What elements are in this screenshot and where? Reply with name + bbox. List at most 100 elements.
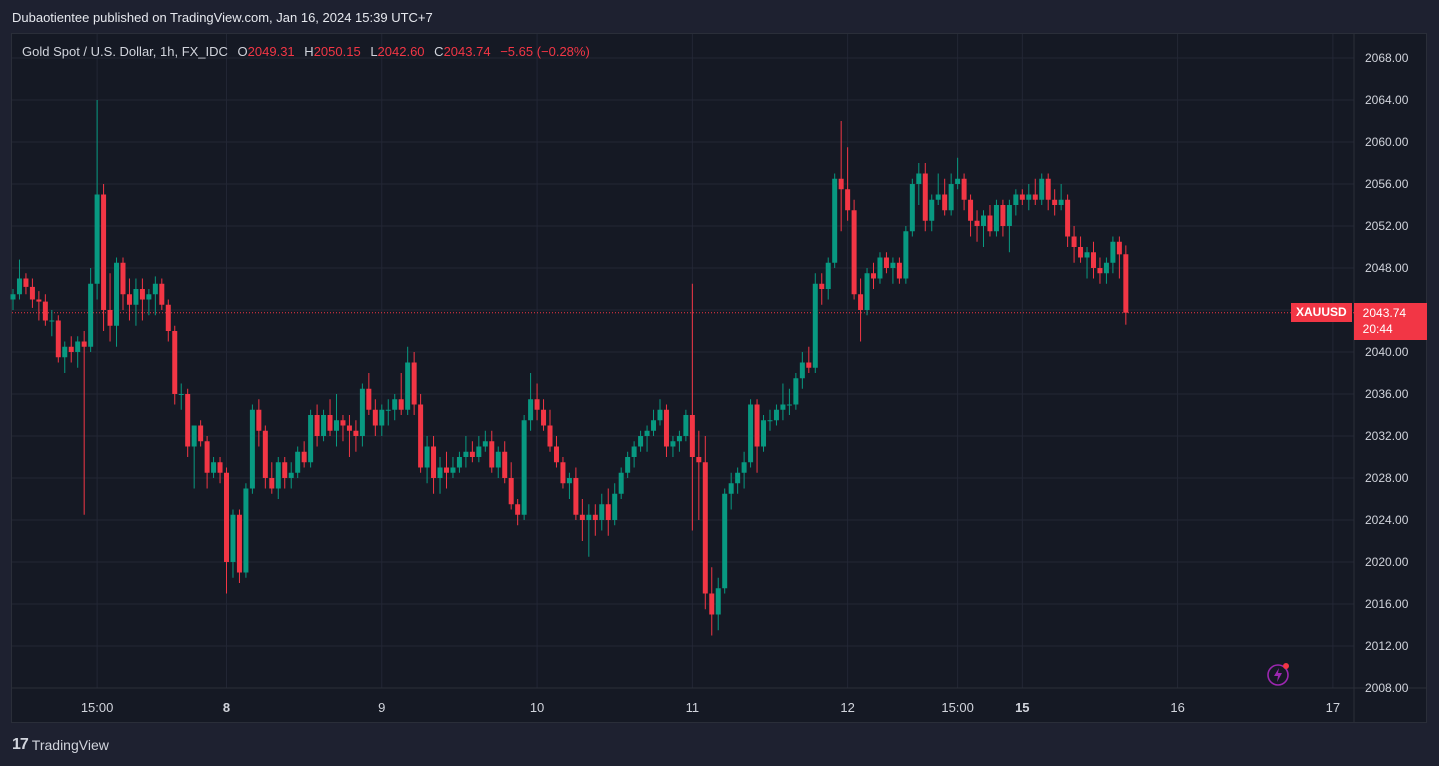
flash-icon[interactable] [1266, 662, 1290, 686]
candle [683, 409, 689, 442]
candle [728, 472, 734, 510]
candle-body [482, 441, 488, 447]
candle-body [262, 430, 268, 478]
candle [1116, 236, 1122, 279]
candle [579, 499, 585, 541]
candle [1123, 245, 1129, 325]
price-tick-label: 2028.00 [1365, 471, 1409, 485]
candle [469, 441, 475, 463]
candle [638, 430, 644, 452]
price-tick-label: 2036.00 [1365, 387, 1409, 401]
candle [152, 276, 158, 316]
candle [295, 446, 301, 478]
candle [1065, 194, 1071, 247]
candle-body [23, 278, 29, 287]
candle-body [107, 310, 113, 326]
candle-body [36, 299, 42, 302]
candle [1039, 173, 1045, 205]
low-label: L [370, 44, 378, 59]
price-tag-symbol: XAUUSD [1291, 303, 1352, 322]
candle-body [295, 451, 301, 473]
candle [676, 430, 682, 452]
candle [586, 504, 592, 557]
candle-body [450, 467, 456, 473]
candle-body [353, 430, 359, 436]
candle-body [715, 588, 721, 615]
time-tick-label: 16 [1170, 700, 1184, 715]
candle-body [696, 457, 702, 463]
candle-body [379, 409, 385, 426]
candle-body [883, 257, 889, 268]
candle [521, 415, 527, 520]
candle-body [968, 199, 974, 221]
candle-body [612, 493, 618, 520]
candle [657, 399, 663, 426]
candle-body [269, 478, 275, 489]
candle [301, 441, 307, 468]
candle-body [793, 378, 799, 405]
candle [722, 488, 728, 594]
candle-body [948, 184, 954, 211]
candle-body [81, 341, 87, 347]
candle [165, 299, 171, 342]
candle-body [443, 467, 449, 473]
candle [49, 310, 55, 337]
candle [961, 173, 967, 211]
candle [1000, 199, 1006, 237]
candle-body [456, 457, 462, 468]
candle-body [663, 409, 669, 447]
candle [495, 446, 501, 478]
candle [968, 194, 974, 237]
candle [126, 278, 132, 321]
candle [314, 404, 320, 447]
candle [146, 289, 152, 316]
candle [288, 462, 294, 489]
candle-body [1084, 252, 1090, 258]
candle [269, 462, 275, 494]
candle [825, 257, 831, 300]
price-tick-label: 2068.00 [1365, 51, 1409, 65]
candle [573, 467, 579, 520]
candle-body [825, 262, 831, 289]
candle [508, 462, 514, 510]
candle-body [224, 472, 230, 562]
candle-body [314, 415, 320, 436]
candle [1078, 236, 1084, 263]
candle [663, 404, 669, 457]
candle-body [42, 301, 48, 321]
candle-body [864, 273, 870, 310]
candle-body [405, 362, 411, 410]
candle-body [767, 420, 773, 422]
candle [812, 273, 818, 373]
candle [398, 373, 404, 415]
candle-body [877, 257, 883, 279]
candle-body [282, 462, 288, 478]
candle [929, 194, 935, 232]
candle [437, 457, 443, 494]
candle [993, 199, 999, 237]
candle [832, 173, 838, 268]
candle-body [851, 210, 857, 295]
candle-body [359, 388, 365, 436]
candle-body [1110, 241, 1116, 263]
candle-body [366, 388, 372, 410]
candle [230, 509, 236, 578]
candle [431, 436, 437, 494]
candle [482, 430, 488, 452]
candle [191, 425, 197, 489]
candle-body [178, 394, 184, 395]
candle [101, 184, 107, 331]
candle-body [773, 409, 779, 421]
candle-body [709, 593, 715, 615]
candle [903, 226, 909, 284]
candle-body [993, 205, 999, 232]
candle-body [502, 451, 508, 478]
candle-body [1032, 194, 1038, 200]
candle [275, 457, 281, 499]
symbol-description[interactable]: Gold Spot / U.S. Dollar, 1h, FX_IDC [22, 44, 228, 59]
candle [16, 259, 22, 300]
candle [327, 399, 333, 436]
candle [42, 294, 48, 326]
tradingview-branding[interactable]: 17 TradingView [12, 736, 109, 754]
